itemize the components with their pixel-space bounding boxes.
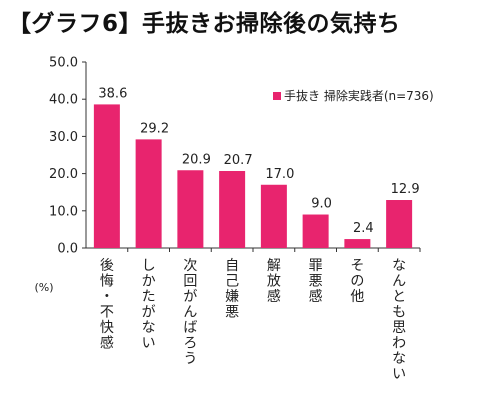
data-label: 38.6 [98, 86, 127, 101]
legend-label: 手抜き 掃除実践者(n=736) [284, 88, 434, 103]
y-tick-label: 20.0 [49, 167, 78, 182]
data-label: 9.0 [311, 197, 332, 212]
category-label: 自己嫌悪 [225, 258, 239, 321]
category-label: しかたがない [142, 258, 156, 352]
bar [302, 214, 329, 248]
y-unit-label: (%) [34, 281, 53, 294]
category-label: 後悔・不快感 [100, 258, 114, 352]
legend: 手抜き 掃除実践者(n=736) [273, 88, 434, 103]
data-label: 2.4 [353, 221, 374, 236]
y-tick-label: 0.0 [57, 242, 78, 257]
bar [386, 200, 413, 248]
bar [219, 170, 246, 248]
legend-swatch [273, 92, 281, 100]
category-labels: 後悔・不快感 しかたがない 次回がんばろう 自己嫌悪 解放感 罪悪感 その他 なんとも思わない [100, 258, 406, 383]
category-label: その他 [350, 258, 364, 305]
category-label: 罪悪感 [309, 258, 323, 305]
y-tick-label: 10.0 [49, 204, 78, 219]
bar [344, 239, 371, 248]
bar [260, 184, 287, 248]
chart-title: 【グラフ6】手抜きお掃除後の気持ち [8, 11, 401, 37]
data-label: 12.9 [391, 182, 420, 197]
y-tick-label: 40.0 [49, 93, 78, 108]
category-label: 解放感 [267, 258, 281, 305]
y-tick-label: 30.0 [49, 130, 78, 145]
data-label: 20.7 [224, 153, 253, 168]
data-label: 17.0 [265, 167, 294, 182]
bars [93, 104, 413, 249]
data-labels: 38.6 29.2 20.9 20.7 17.0 9.0 2.4 12.9 [98, 86, 419, 236]
bar [135, 139, 162, 248]
category-label: なんとも思わない [392, 258, 406, 383]
y-tick-label: 50.0 [49, 56, 78, 71]
data-label: 29.2 [140, 121, 169, 136]
data-label: 20.9 [182, 152, 211, 167]
bar [177, 170, 204, 248]
y-axis: 0.0 10.0 20.0 30.0 40.0 50.0 (%) [34, 56, 421, 294]
category-label: 次回がんばろう [183, 258, 197, 367]
bar [93, 104, 120, 249]
